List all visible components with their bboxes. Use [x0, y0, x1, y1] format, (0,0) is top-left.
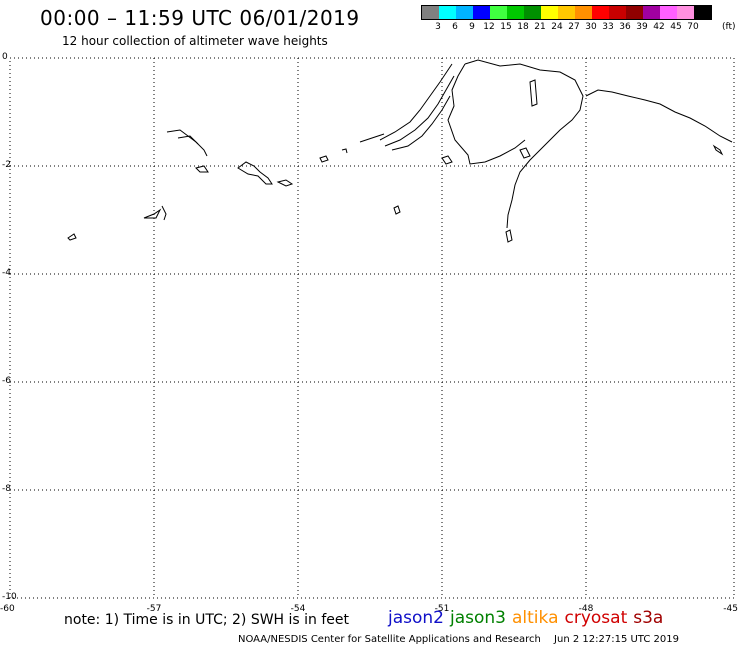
satellite-legend: jason2 jason3 altika cryosat s3a — [388, 608, 669, 628]
colorbar-swatch — [643, 6, 660, 19]
colorbar-label: 3 — [435, 22, 441, 32]
colorbar-label: 9 — [469, 22, 475, 32]
colorbar-swatch — [575, 6, 592, 19]
legend-entry-altika: altika — [512, 608, 559, 628]
colorbar-label: 18 — [517, 22, 529, 32]
legend-entry-cryosat: cryosat — [564, 608, 628, 628]
legend-entry-jason2: jason2 — [388, 608, 444, 628]
island — [441, 155, 453, 165]
coastline-east-tip — [712, 144, 724, 156]
island — [177, 135, 199, 145]
colorbar-swatch — [660, 6, 677, 19]
y-tick-label: 0 — [2, 52, 8, 62]
colorbar-label: 12 — [483, 22, 495, 32]
colorbar-swatch — [626, 6, 643, 19]
x-tick-label: -48 — [578, 604, 594, 614]
colorbar-label: 15 — [500, 22, 512, 32]
colorbar-swatch — [422, 6, 439, 19]
coastlines — [67, 59, 733, 243]
footer: NOAA/NESDIS Center for Satellite Applica… — [238, 634, 679, 645]
colorbar-swatch — [507, 6, 524, 19]
colorbar-label: 45 — [670, 22, 682, 32]
note-text: note: 1) Time is in UTC; 2) SWH is in fe… — [64, 612, 350, 628]
colorbar-label: 27 — [568, 22, 580, 32]
colorbar-label: 39 — [636, 22, 648, 32]
colorbar-label: 42 — [653, 22, 665, 32]
island — [276, 179, 294, 187]
colorbar-label: 21 — [534, 22, 546, 32]
colorbar-swatch — [694, 6, 711, 19]
colorbar-swatch — [524, 6, 541, 19]
colorbar-swatch — [609, 6, 626, 19]
colorbar-label: 70 — [687, 22, 699, 32]
colorbar-swatch — [473, 6, 490, 19]
island — [319, 155, 329, 163]
legend-entry-s3a: s3a — [633, 608, 664, 628]
map-frame — [9, 57, 735, 599]
island — [237, 161, 273, 185]
y-tick-label: -4 — [2, 268, 11, 278]
colorbar-swatch — [490, 6, 507, 19]
colorbar-label: 30 — [585, 22, 597, 32]
page-title: 00:00 – 11:59 UTC 06/01/2019 — [40, 6, 360, 30]
x-tick-label: -57 — [146, 604, 162, 614]
x-tick-label: -60 — [0, 604, 15, 614]
colorbar-label: 6 — [452, 22, 458, 32]
island — [505, 229, 513, 243]
coastline-strip-1 — [379, 63, 453, 141]
island — [166, 129, 208, 157]
colorbar-swatch — [558, 6, 575, 19]
x-tick-label: -45 — [723, 604, 738, 614]
colorbar-swatch — [592, 6, 609, 19]
island — [519, 147, 531, 159]
island — [341, 148, 348, 154]
colorbar-label: 36 — [619, 22, 631, 32]
colorbar-label: 33 — [602, 22, 614, 32]
y-tick-label: -8 — [2, 484, 11, 494]
island — [393, 205, 401, 215]
y-tick-label: -2 — [2, 160, 11, 170]
x-tick-label: -54 — [290, 604, 306, 614]
island — [195, 165, 209, 173]
y-tick-label: -10 — [2, 592, 17, 602]
footer-timestamp: Jun 2 12:27:15 UTC 2019 — [554, 634, 679, 645]
grid-lines — [10, 57, 734, 598]
island — [67, 233, 77, 241]
colorbar-legend: (ft) 3 6 9 12 15 18 21 24 27 30 33 36 39 42 45 70 — [421, 5, 736, 34]
colorbar-swatch — [677, 6, 694, 19]
colorbar-swatch — [541, 6, 558, 19]
colorbar-swatch — [439, 6, 456, 19]
footer-credit: NOAA/NESDIS Center for Satellite Applica… — [238, 634, 541, 645]
y-tick-label: -6 — [2, 376, 11, 386]
coastline-strip-4 — [359, 133, 385, 143]
coastline-strip-2 — [384, 75, 455, 147]
legend-entry-jason3: jason3 — [450, 608, 506, 628]
x-tick-label: -51 — [434, 604, 450, 614]
colorbar-label: 24 — [551, 22, 563, 32]
island — [161, 205, 167, 221]
colorbar-labels: (ft) 3 6 9 12 15 18 21 24 27 30 33 36 39 42 45 70 — [421, 20, 735, 34]
island — [529, 79, 538, 107]
coastline-west-bay — [447, 63, 526, 165]
coastline-strip-3 — [391, 95, 451, 151]
coastline-east-chain — [585, 89, 733, 143]
page-subtitle: 12 hour collection of altimeter wave hei… — [62, 34, 328, 48]
island — [143, 208, 162, 219]
coastline-main-island — [464, 59, 584, 229]
colorbar-unit: (ft) — [722, 22, 736, 32]
colorbar-swatches — [421, 5, 712, 20]
colorbar-swatch — [456, 6, 473, 19]
